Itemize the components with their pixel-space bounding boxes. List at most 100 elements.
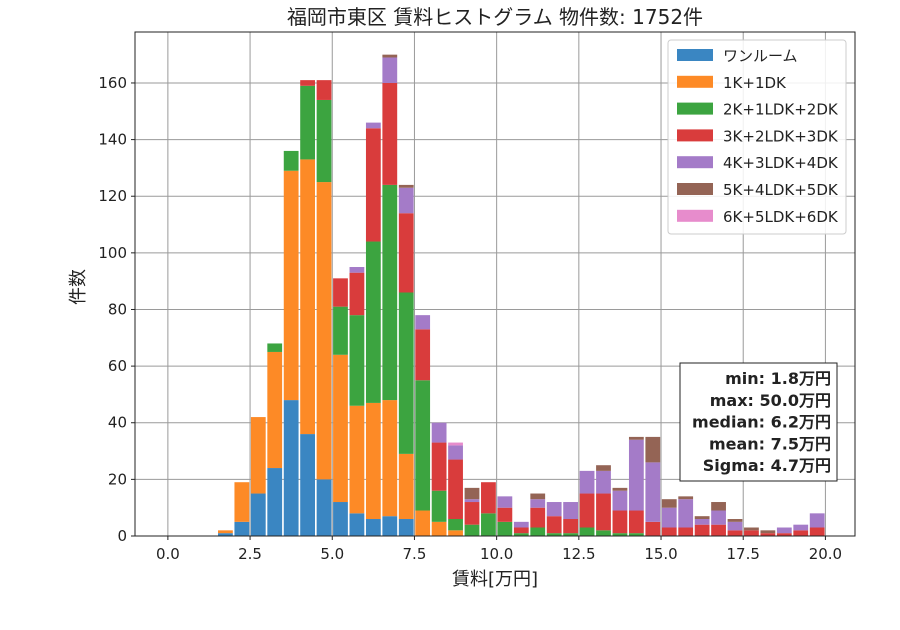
bar-segment xyxy=(349,405,365,514)
stat-line: max: 50.0万円 xyxy=(710,391,831,410)
plot-frame xyxy=(134,31,856,537)
bar-segment xyxy=(645,462,661,522)
y-tick-label: 60 xyxy=(108,357,127,375)
bar-segment xyxy=(711,524,726,536)
bar-segment xyxy=(727,521,743,531)
bar-segment xyxy=(398,292,414,454)
bar-segment xyxy=(382,184,398,401)
bar-segment xyxy=(448,445,463,460)
series-1 xyxy=(218,159,463,536)
x-tick-label: 12.5 xyxy=(562,545,595,563)
x-axis: 0.0 2.5 5.0 7.5 10.0 12.5 15.0 17.5 20.0 xyxy=(156,536,842,563)
bar-segment xyxy=(316,182,332,480)
bar-segment xyxy=(415,329,431,381)
bar-segment xyxy=(398,187,414,214)
bar-segment xyxy=(382,82,398,185)
stat-line: min: 1.8万円 xyxy=(725,369,831,388)
bar-segment xyxy=(431,521,447,536)
series-4 xyxy=(349,57,825,534)
bar-segment xyxy=(711,510,726,525)
y-axis-label: 件数 xyxy=(68,269,89,305)
bar-segment xyxy=(628,439,644,511)
bar-segment xyxy=(530,493,546,500)
x-tick-label: 0.0 xyxy=(156,545,180,563)
bar-segment xyxy=(645,521,661,536)
bar-segment xyxy=(333,354,348,503)
bar-segment xyxy=(218,533,233,536)
bar-segment xyxy=(333,306,348,355)
bar-segment xyxy=(530,527,546,536)
bar-segment xyxy=(448,530,463,536)
bar-segment xyxy=(744,527,759,531)
bar-segment xyxy=(349,267,365,273)
bar-segment xyxy=(218,530,233,534)
bar-segment xyxy=(382,57,398,83)
bar-segment xyxy=(661,499,677,508)
bar-segment xyxy=(234,521,250,536)
bar-segment xyxy=(694,516,710,520)
bar-segment xyxy=(513,533,529,536)
bar-segment xyxy=(497,496,513,508)
bar-segment xyxy=(300,434,315,536)
bars-layer xyxy=(218,54,825,536)
bar-segment xyxy=(596,470,611,494)
bar-segment xyxy=(267,468,283,536)
legend-label: ワンルーム xyxy=(723,47,798,65)
series-0 xyxy=(218,400,414,536)
bar-segment xyxy=(398,213,414,293)
x-axis-label: 賃料[万円] xyxy=(452,569,538,590)
bar-segment xyxy=(398,453,414,520)
bar-segment xyxy=(365,402,381,520)
bar-segment xyxy=(415,380,431,511)
bar-segment xyxy=(612,510,628,534)
stats-frame xyxy=(679,362,838,482)
legend: ワンルーム 1K+1DK 2K+1LDK+2DK 3K+2LDK+3DK 4K+3LDK… xyxy=(667,39,847,235)
bar-segment xyxy=(349,272,365,316)
bar-segment xyxy=(678,527,694,536)
bar-segment xyxy=(497,507,513,522)
y-tick-label: 40 xyxy=(108,414,127,432)
bar-segment xyxy=(382,54,398,58)
bar-segment xyxy=(579,527,595,536)
bar-segment xyxy=(727,519,743,522)
bar-segment xyxy=(793,524,809,531)
bar-segment xyxy=(283,150,299,171)
bar-segment xyxy=(464,524,480,536)
bar-segment xyxy=(382,516,398,536)
bar-segment xyxy=(333,502,348,536)
bar-segment xyxy=(760,533,776,536)
bar-segment xyxy=(579,493,595,528)
bar-segment xyxy=(563,533,579,536)
bar-segment xyxy=(316,80,332,100)
bar-segment xyxy=(563,502,579,520)
x-tick-label: 5.0 xyxy=(320,545,344,563)
bar-segment xyxy=(300,85,315,160)
y-axis: 0 20 40 60 80 100 120 140 160 xyxy=(98,74,135,545)
bar-segment xyxy=(365,519,381,536)
y-tick-label: 140 xyxy=(98,131,127,149)
y-tick-label: 20 xyxy=(108,470,127,488)
bar-segment xyxy=(546,516,562,534)
legend-swatch xyxy=(677,75,713,88)
y-tick-label: 0 xyxy=(117,527,127,545)
bar-segment xyxy=(398,184,414,188)
bar-segment xyxy=(530,507,546,528)
bar-segment xyxy=(744,530,759,536)
legend-label: 3K+2LDK+3DK xyxy=(723,127,839,145)
chart-title: 福岡市東区 賃料ヒストグラム 物件数: 1752件 xyxy=(287,5,703,29)
bar-segment xyxy=(661,507,677,528)
bar-segment xyxy=(760,530,776,534)
legend-label: 2K+1LDK+2DK xyxy=(723,101,839,119)
series-3 xyxy=(300,80,825,536)
bar-segment xyxy=(513,521,529,528)
bar-segment xyxy=(431,490,447,522)
bar-segment xyxy=(464,502,480,525)
stat-line: Sigma: 4.7万円 xyxy=(703,456,831,475)
series-6 xyxy=(448,442,463,446)
bar-segment xyxy=(612,487,628,491)
x-tick-label: 15.0 xyxy=(644,545,677,563)
bar-segment xyxy=(431,442,447,491)
bar-segment xyxy=(694,519,710,525)
bar-segment xyxy=(661,527,677,536)
